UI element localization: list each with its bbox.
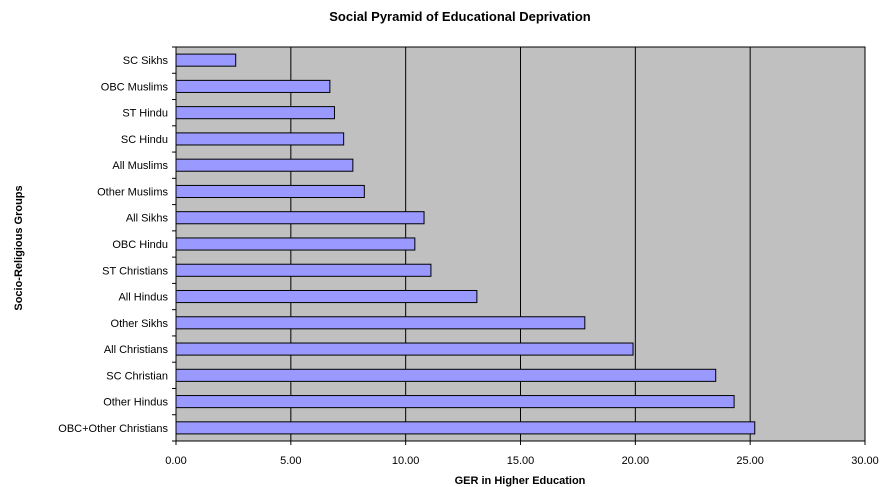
y-tick-label: ST Christians bbox=[102, 265, 168, 277]
y-tick-label: OBC+Other Christians bbox=[58, 423, 168, 435]
bar bbox=[176, 80, 330, 92]
bar bbox=[176, 107, 334, 119]
y-tick-label: OBC Hindu bbox=[112, 239, 168, 251]
y-tick-label: All Sikhs bbox=[126, 213, 169, 225]
x-tick-label: 5.00 bbox=[280, 455, 301, 467]
bar bbox=[176, 264, 431, 276]
bar bbox=[176, 422, 755, 434]
x-tick-label: 30.00 bbox=[851, 455, 879, 467]
x-tick-label: 15.00 bbox=[507, 455, 535, 467]
y-tick-label: Other Hindus bbox=[103, 397, 168, 409]
chart-title: Social Pyramid of Educational Deprivatio… bbox=[329, 9, 591, 24]
y-tick-label: All Hindus bbox=[118, 292, 168, 304]
bar bbox=[176, 212, 424, 224]
x-axis: 0.00 5.00 10.00 15.00 20.00 25.00 30.00 bbox=[165, 441, 878, 467]
y-tick-label: Other Sikhs bbox=[111, 318, 169, 330]
bar bbox=[176, 317, 585, 329]
bar bbox=[176, 185, 364, 197]
bar bbox=[176, 133, 344, 145]
bar bbox=[176, 54, 236, 66]
x-tick-label: 20.00 bbox=[622, 455, 650, 467]
x-tick-label: 10.00 bbox=[392, 455, 420, 467]
y-axis: SC Sikhs OBC Muslims ST Hindu SC Hindu All M… bbox=[58, 47, 176, 441]
y-tick-label: All Christians bbox=[104, 344, 169, 356]
bar bbox=[176, 369, 716, 381]
bar bbox=[176, 290, 477, 302]
y-tick-label: SC Christian bbox=[106, 370, 168, 382]
y-tick-label: Other Muslims bbox=[97, 186, 168, 198]
x-tick-label: 0.00 bbox=[165, 455, 186, 467]
y-tick-label: SC Sikhs bbox=[123, 55, 169, 67]
bar bbox=[176, 159, 353, 171]
x-tick-label: 25.00 bbox=[736, 455, 764, 467]
bar bbox=[176, 343, 633, 355]
y-tick-label: All Muslims bbox=[112, 160, 168, 172]
bar bbox=[176, 396, 734, 408]
y-axis-title: Socio-Religious Groups bbox=[13, 185, 25, 310]
x-axis-title: GER in Higher Education bbox=[455, 475, 586, 487]
bar bbox=[176, 238, 415, 250]
y-tick-label: OBC Muslims bbox=[101, 81, 169, 93]
y-tick-label: ST Hindu bbox=[122, 108, 168, 120]
y-tick-label: SC Hindu bbox=[121, 134, 168, 146]
